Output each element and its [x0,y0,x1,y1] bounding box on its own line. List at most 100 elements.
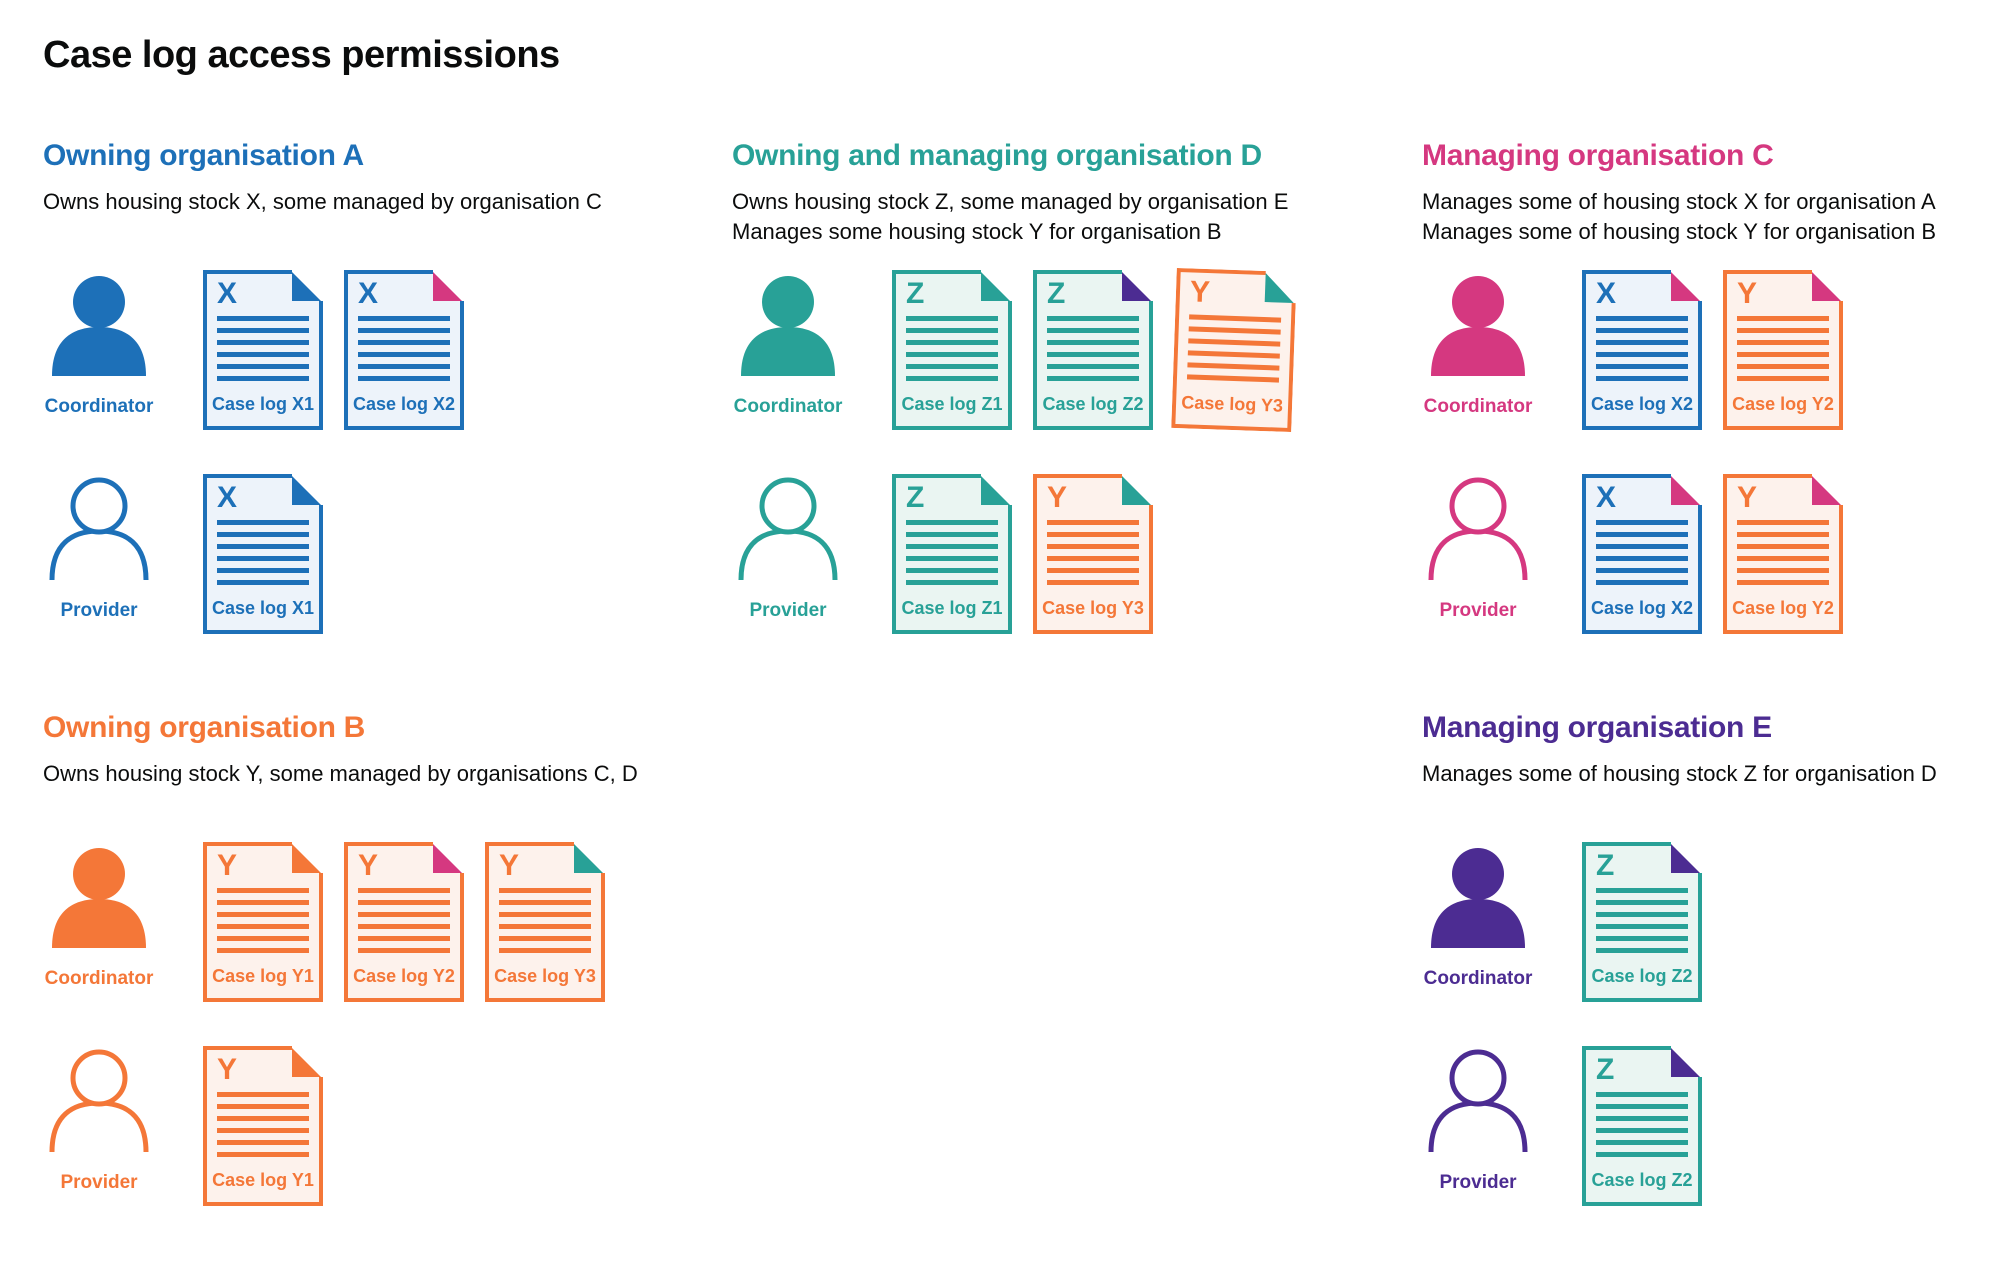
org-d-provider-row: Provider Z Case log Z1 Y [732,474,1153,634]
case-log-label: Case log X2 [1590,598,1694,618]
case-log-document: Y Case log Y3 [1171,267,1297,433]
case-log-label: Case log Y2 [1732,394,1834,414]
coordinator-icon [741,276,835,376]
document-text-lines [906,316,998,381]
case-log-document: Z Case log Z1 [892,270,1012,430]
case-log-label: Case log X2 [1590,394,1694,414]
org-c-description: Manages some of housing stock X for orga… [1422,187,2000,247]
case-log-label: Case log Y1 [212,1170,314,1190]
document-fold-icon [292,844,321,873]
document-icon [1033,270,1153,430]
org-b-description: Owns housing stock Y, some managed by or… [43,759,723,789]
org-d-heading: Owning and managing organisation D [732,139,1262,172]
provider-icon [49,1049,149,1152]
case-log-document: Z Case log Z2 [1033,270,1153,430]
coordinator-icon [1431,848,1525,948]
document-fold-icon [1264,273,1294,304]
coordinator-label: Coordinator [44,968,154,989]
document-fold-icon [433,272,462,301]
case-log-document: Z Case log Z2 [1582,1046,1702,1206]
document-icon [1723,474,1843,634]
document-text-lines [1737,520,1829,585]
stock-letter: Z [906,481,925,514]
document-fold-icon [292,1048,321,1077]
org-d-description: Owns housing stock Z, some managed by or… [732,187,1412,247]
coordinator-cell: Coordinator [732,270,892,418]
org-c-description-line: Manages some of housing stock X for orga… [1422,189,1936,214]
org-e-provider-row: Provider Z Case log Z2 [1422,1046,1702,1206]
stock-letter: X [358,277,379,310]
document-text-lines [1047,520,1139,585]
org-d-provider-docs: Z Case log Z1 Y Case log Y3 [892,474,1153,634]
document-icon [1582,842,1702,1002]
page-title: Case log access permissions [43,34,560,76]
stock-letter: Y [217,849,238,882]
org-section-b: Owning organisation B Owns housing stock… [43,710,723,1206]
provider-icon [49,477,149,580]
coordinator-cell: Coordinator [1422,842,1582,990]
document-text-lines [1737,316,1829,381]
org-c-provider-docs: X Case log X2 Y Case log Y2 [1582,474,1843,634]
stock-letter: Z [1596,849,1615,882]
case-log-label: Case log Y3 [494,966,596,986]
stock-letter: Z [906,277,925,310]
case-log-label: Case log Z2 [1591,966,1693,986]
case-log-document: X Case log X2 [1582,270,1702,430]
org-a-coordinator-docs: X Case log X1 X Case log X2 [203,270,464,430]
case-log-label: Case log Z1 [901,598,1003,618]
org-section-e: Managing organisation E Manages some of … [1422,710,2000,1206]
provider-icon [1428,477,1528,580]
document-text-lines [906,520,998,585]
provider-label: Provider [1439,600,1517,621]
document-icon [203,1046,323,1206]
document-fold-icon [1812,272,1841,301]
coordinator-cell: Coordinator [1422,270,1582,418]
document-fold-icon [574,844,603,873]
document-text-lines [1596,520,1688,585]
document-text-lines [1186,314,1282,383]
org-a-coordinator-row: Coordinator X Case log X1 X [43,270,464,430]
document-text-lines [217,888,309,953]
stock-letter: Y [1189,275,1211,310]
case-log-document: Z Case log Z1 [892,474,1012,634]
coordinator-label: Coordinator [733,396,843,417]
stock-letter: X [1596,277,1617,310]
document-text-lines [358,316,450,381]
case-log-document: X Case log X1 [203,474,323,634]
org-b-description-line: Owns housing stock Y, some managed by or… [43,761,638,786]
coordinator-icon [1431,276,1525,376]
coordinator-icon [52,848,146,948]
document-fold-icon [981,272,1010,301]
org-section-a: Owning organisation A Owns housing stock… [43,138,723,634]
document-fold-icon [1812,476,1841,505]
case-log-document: Y Case log Y3 [485,842,605,1002]
provider-label: Provider [60,600,138,621]
provider-icon [738,477,838,580]
org-a-provider-row: Provider X Case log X1 [43,474,323,634]
document-icon [1582,1046,1702,1206]
case-log-document: Y Case log Y3 [1033,474,1153,634]
case-log-document: Y Case log Y1 [203,842,323,1002]
document-icon [344,270,464,430]
document-fold-icon [1122,476,1151,505]
case-log-label: Case log Y1 [212,966,314,986]
stock-letter: Z [1596,1053,1615,1086]
document-text-lines [1596,316,1688,381]
document-icon [203,270,323,430]
org-b-heading: Owning organisation B [43,711,366,744]
case-log-label: Case log Y3 [1180,392,1284,416]
document-fold-icon [981,476,1010,505]
org-c-heading: Managing organisation C [1422,139,1774,172]
stock-letter: X [217,481,238,514]
case-log-label: Case log Y2 [353,966,455,986]
coordinator-label: Coordinator [1423,968,1533,989]
case-log-label: Case log Z1 [901,394,1003,414]
document-fold-icon [1671,1048,1700,1077]
document-text-lines [1596,888,1688,953]
document-text-lines [499,888,591,953]
org-c-provider-row: Provider X Case log X2 Y [1422,474,1843,634]
document-icon [892,270,1012,430]
provider-label: Provider [749,600,827,621]
document-fold-icon [1671,476,1700,505]
case-log-label: Case log X1 [211,394,315,414]
